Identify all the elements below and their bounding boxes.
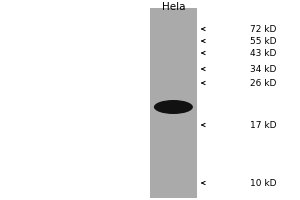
Text: 34 kD: 34 kD bbox=[250, 64, 276, 73]
Text: 43 kD: 43 kD bbox=[250, 48, 276, 58]
Text: Hela: Hela bbox=[162, 2, 185, 12]
Text: 26 kD: 26 kD bbox=[250, 78, 276, 88]
Text: 17 kD: 17 kD bbox=[250, 120, 276, 130]
Ellipse shape bbox=[154, 100, 193, 114]
Text: 55 kD: 55 kD bbox=[250, 36, 276, 46]
Bar bbox=[150, 8, 196, 198]
Text: 72 kD: 72 kD bbox=[250, 24, 276, 33]
Text: 10 kD: 10 kD bbox=[250, 178, 276, 188]
